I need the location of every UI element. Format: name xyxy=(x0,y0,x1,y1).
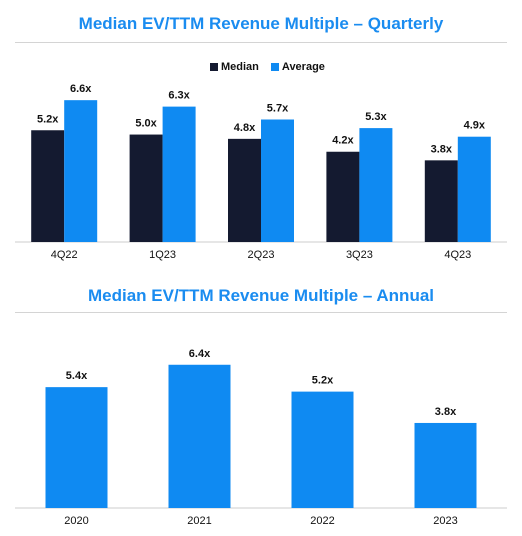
bar-value-2021 xyxy=(168,364,231,508)
legend-item-median: Median xyxy=(210,61,259,73)
bar-median-4q22 xyxy=(31,130,65,242)
bar-value-2020 xyxy=(45,387,108,508)
data-label-value-2022: 5.2x xyxy=(312,375,334,387)
bar-value-2023 xyxy=(414,422,477,508)
x-tick-label-2020: 2020 xyxy=(64,515,88,527)
data-label-median-1q23: 5.0x xyxy=(135,118,157,130)
data-label-average-2q23: 5.7x xyxy=(267,103,289,115)
legend-swatch-average xyxy=(270,63,279,71)
bar-median-2q23 xyxy=(228,138,261,242)
x-tick-label-2023: 2023 xyxy=(433,515,457,527)
annual-plot: 5.4x 2020 6.4x 2021 5.2x 2022 3.8x 2023 xyxy=(15,348,507,527)
data-label-average-4q23: 4.9x xyxy=(464,120,486,132)
x-tick-label-2022: 2022 xyxy=(310,515,334,527)
quarterly-legend: Median Average xyxy=(210,61,337,73)
bar-average-4q23 xyxy=(457,136,491,242)
annual-chart-title: Median EV/TTM Revenue Multiple – Annual xyxy=(87,286,435,305)
legend-swatch-median xyxy=(210,63,218,71)
bar-value-2022 xyxy=(291,391,354,508)
x-tick-label-3q23: 3Q23 xyxy=(346,249,373,261)
x-tick-label-1q23: 1Q23 xyxy=(149,249,176,261)
data-label-median-4q23: 3.8x xyxy=(431,143,453,155)
x-tick-label-4q23: 4Q23 xyxy=(444,249,471,261)
data-label-average-4q22: 6.6x xyxy=(70,83,92,95)
data-label-value-2021: 6.4x xyxy=(189,348,211,360)
quarterly-chart: Median EV/TTM Revenue Multiple – Quarter… xyxy=(15,14,507,261)
data-label-median-2q23: 4.8x xyxy=(234,122,256,134)
bar-average-4q22 xyxy=(64,100,98,242)
x-tick-label-2q23: 2Q23 xyxy=(248,249,275,261)
x-tick-label-4q22: 4Q22 xyxy=(51,249,78,261)
legend-label-median: Median xyxy=(221,61,259,73)
data-label-median-3q23: 4.2x xyxy=(332,135,354,147)
quarterly-title-divider xyxy=(15,42,507,43)
annual-title-divider xyxy=(15,312,507,313)
bar-average-1q23 xyxy=(162,106,196,242)
bar-median-4q23 xyxy=(424,160,458,242)
data-label-average-1q23: 6.3x xyxy=(168,90,190,102)
bar-median-3q23 xyxy=(326,151,360,242)
data-label-value-2020: 5.4x xyxy=(66,370,88,382)
data-label-median-4q22: 5.2x xyxy=(37,113,59,125)
x-tick-label-2021: 2021 xyxy=(187,515,211,527)
data-label-average-3q23: 5.3x xyxy=(365,111,387,123)
quarterly-chart-title: Median EV/TTM Revenue Multiple – Quarter… xyxy=(78,14,444,33)
legend-item-average: Average xyxy=(270,61,325,73)
legend-label-average: Average xyxy=(281,61,325,73)
annual-chart: Median EV/TTM Revenue Multiple – Annual … xyxy=(0,280,522,536)
quarterly-plot: 5.2x 6.6x 4Q22 5.0x 6.3x 1Q23 4.8x 5.7x 2Q23 4.2x… xyxy=(15,83,507,261)
bar-median-1q23 xyxy=(129,134,163,242)
bar-average-2q23 xyxy=(261,119,294,242)
bar-average-3q23 xyxy=(359,128,393,242)
data-label-value-2023: 3.8x xyxy=(435,406,457,418)
